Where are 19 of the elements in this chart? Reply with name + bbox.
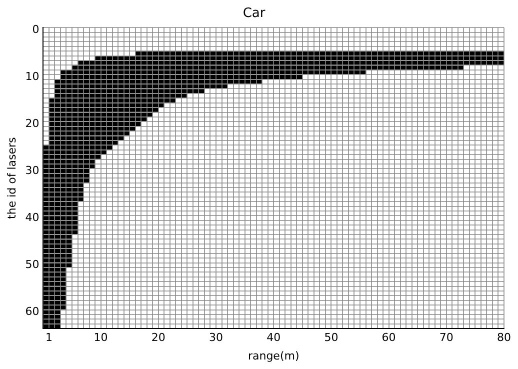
y-tick-label: 50	[25, 258, 40, 271]
x-axis-title: range(m)	[248, 349, 300, 362]
y-tick-label: 60	[25, 305, 40, 318]
x-tick-label: 20	[151, 331, 166, 344]
x-tick-label: 10	[94, 331, 108, 344]
y-axis-title: the id of lasers	[5, 136, 18, 219]
chart-title: Car	[242, 6, 266, 22]
x-tick-label: 80	[497, 331, 511, 344]
y-tick-label: 0	[32, 22, 40, 36]
x-tick-label: 70	[439, 331, 454, 344]
x-tick-label: 60	[382, 331, 396, 344]
y-tick-label: 40	[25, 210, 40, 224]
x-tick-label: 40	[266, 331, 281, 344]
y-tick-label: 10	[25, 70, 40, 83]
y-tick-label: 20	[25, 116, 40, 130]
x-tick-label: 50	[324, 331, 338, 344]
y-tick-label: 30	[25, 164, 40, 177]
x-tick-label: 30	[209, 331, 223, 344]
x-tick-label: 1	[45, 331, 52, 344]
